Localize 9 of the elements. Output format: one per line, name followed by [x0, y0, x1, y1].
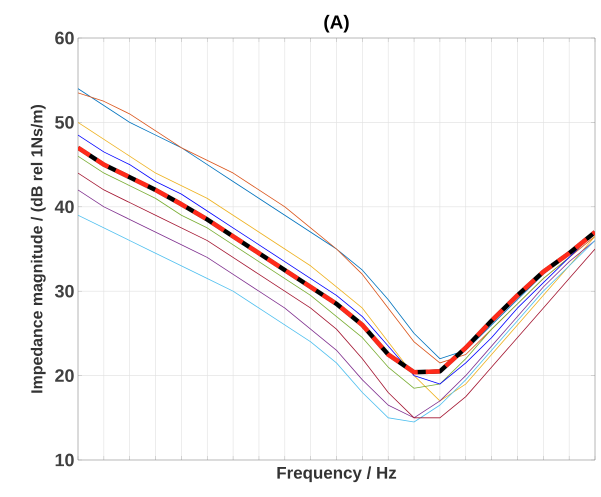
chart-title: (A) — [324, 14, 349, 32]
y-tick-label: 10 — [56, 454, 74, 466]
y-axis-title: Impedance magnitude / (dB rel 1Ns/m) — [30, 104, 46, 393]
y-tick-label: 50 — [55, 116, 74, 129]
x-axis-title: Frequency / Hz — [277, 466, 396, 482]
y-tick-label: 40 — [54, 200, 74, 214]
y-tick-label: 30 — [54, 284, 74, 298]
y-tick-label: 60 — [55, 32, 74, 44]
y-tick-label: 20 — [55, 369, 74, 382]
